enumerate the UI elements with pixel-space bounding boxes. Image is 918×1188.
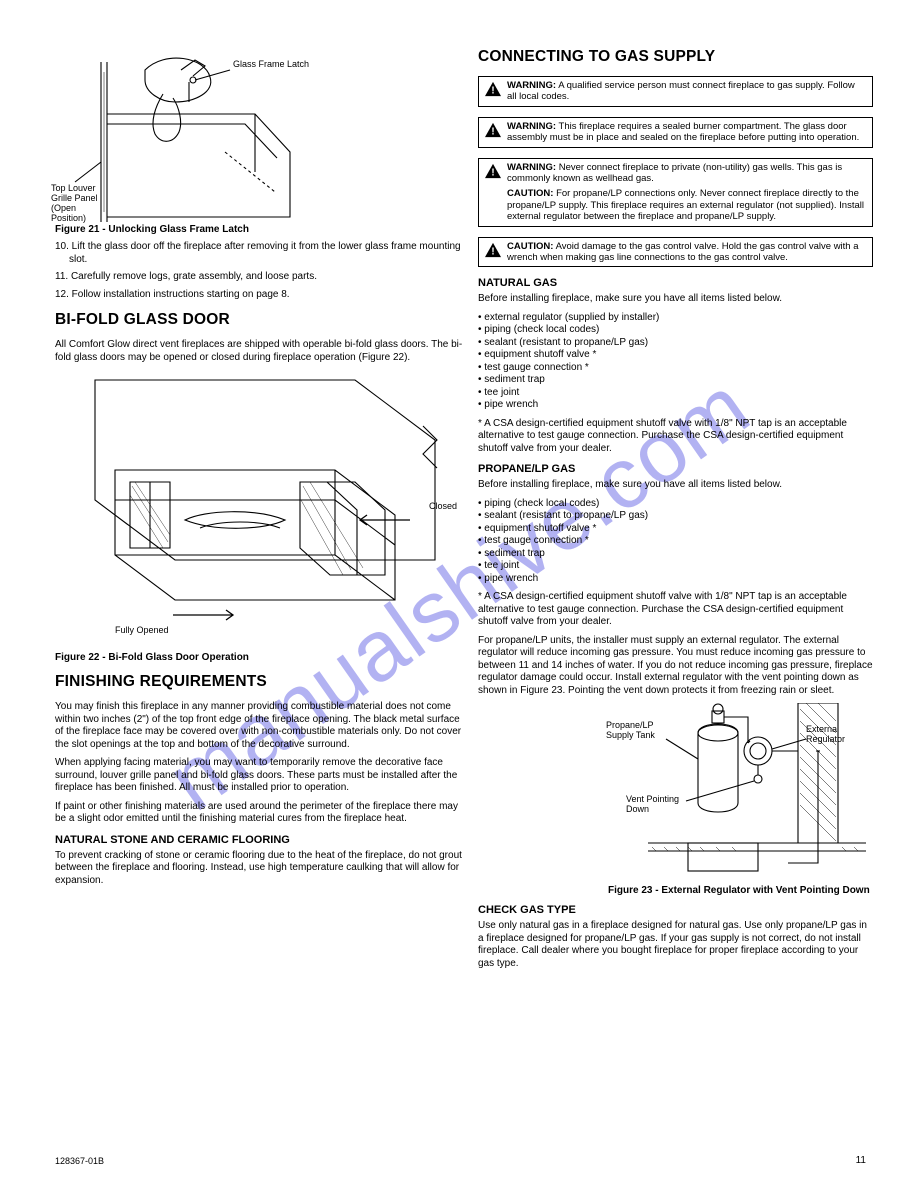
fig23-supply: Propane/LP Supply Tank bbox=[606, 721, 676, 741]
lp-p1: Before installing fireplace, make sure y… bbox=[478, 479, 873, 492]
warn3b-text: For propane/LP connections only. Never c… bbox=[507, 188, 864, 222]
nat-stone-subhead: NATURAL STONE AND CERAMIC FLOORING bbox=[55, 834, 465, 846]
fig22-caption: Figure 22 - Bi-Fold Glass Door Operation bbox=[55, 652, 465, 663]
warning-box-4: ! CAUTION: Avoid damage to the gas contr… bbox=[478, 237, 873, 268]
manual-page: manualshive.com bbox=[0, 0, 918, 1188]
svg-text:!: ! bbox=[491, 246, 494, 257]
fig22-closed: Closed bbox=[429, 502, 457, 512]
right-column: CONNECTING TO GAS SUPPLY ! WARNING: A qu… bbox=[478, 48, 873, 976]
fig21-caption: Figure 21 - Unlocking Glass Frame Latch bbox=[55, 224, 465, 235]
warn4-text: Avoid damage to the gas control valve. H… bbox=[507, 241, 859, 263]
warn3b-lead: CAUTION: bbox=[507, 188, 553, 199]
natgas-p1: Before installing fireplace, make sure y… bbox=[478, 293, 873, 306]
svg-text:!: ! bbox=[491, 167, 494, 178]
figure-21: Glass Frame Latch Top Louver Grille Pane… bbox=[55, 52, 465, 222]
check-gas-subhead: CHECK GAS TYPE bbox=[478, 904, 873, 916]
svg-text:!: ! bbox=[491, 85, 494, 96]
warn2-lead: WARNING: bbox=[507, 121, 556, 132]
warn3-text: Never connect fireplace to private (non-… bbox=[507, 162, 842, 184]
natgas-subhead: NATURAL GAS bbox=[478, 277, 873, 289]
warn4-lead: CAUTION: bbox=[507, 241, 553, 252]
warning-icon: ! bbox=[484, 81, 502, 97]
natgas-note: * A CSA design-certified equipment shuto… bbox=[478, 418, 873, 456]
warning-box-3: ! WARNING: Never connect fireplace to pr… bbox=[478, 158, 873, 227]
fig21-callout-grille: Top Louver Grille Panel (Open Position) bbox=[51, 184, 111, 224]
warning-icon: ! bbox=[484, 242, 502, 258]
svg-text:!: ! bbox=[491, 126, 494, 137]
bifold-p1: All Comfort Glow direct vent fireplaces … bbox=[55, 339, 465, 364]
step-10: 10. Lift the glass door off the fireplac… bbox=[55, 241, 465, 266]
warning-box-2: ! WARNING: This fireplace requires a sea… bbox=[478, 117, 873, 148]
lp-note: * A CSA design-certified equipment shuto… bbox=[478, 591, 873, 629]
warning-icon: ! bbox=[484, 163, 502, 179]
fig23-caption: Figure 23 - External Regulator with Vent… bbox=[608, 885, 873, 896]
warn1-text: A qualified service person must connect … bbox=[507, 80, 855, 102]
finishing-heading: FINISHING REQUIREMENTS bbox=[55, 673, 465, 691]
ext-reg-p1: For propane/LP units, the installer must… bbox=[478, 635, 873, 698]
bifold-heading: BI-FOLD GLASS DOOR bbox=[55, 311, 465, 329]
figure-23: Propane/LP Supply Tank External Regulato… bbox=[608, 703, 868, 883]
fig21-callout-latch: Glass Frame Latch bbox=[233, 60, 323, 70]
lp-subhead: PROPANE/LP GAS bbox=[478, 463, 873, 475]
lp-items: • piping (check local codes) • sealant (… bbox=[478, 498, 873, 586]
check-gas-p1: Use only natural gas in a fireplace desi… bbox=[478, 920, 873, 970]
warning-box-1: ! WARNING: A qualified service person mu… bbox=[478, 76, 873, 107]
warn1-lead: WARNING: bbox=[507, 80, 556, 91]
fig23-reg: External Regulator bbox=[806, 725, 866, 745]
natgas-items: • external regulator (supplied by instal… bbox=[478, 312, 873, 412]
nat-stone-p1: To prevent cracking of stone or ceramic … bbox=[55, 850, 465, 888]
warn2-text: This fireplace requires a sealed burner … bbox=[507, 121, 859, 143]
warning-icon: ! bbox=[484, 122, 502, 138]
footer-code: 128367-01B bbox=[55, 1156, 104, 1166]
left-column: Glass Frame Latch Top Louver Grille Pane… bbox=[55, 48, 465, 893]
fig23-vent: Vent Pointing Down bbox=[626, 795, 696, 815]
finishing-p3: If paint or other finishing materials ar… bbox=[55, 801, 465, 826]
warn3-lead: WARNING: bbox=[507, 162, 556, 173]
fig22-opened: Fully Opened bbox=[115, 626, 169, 636]
finishing-p2: When applying facing material, you may w… bbox=[55, 757, 465, 795]
step-12: 12. Follow installation instructions sta… bbox=[55, 289, 465, 302]
step-11: 11. Carefully remove logs, grate assembl… bbox=[55, 271, 465, 284]
gas-heading: CONNECTING TO GAS SUPPLY bbox=[478, 48, 873, 66]
finishing-p1: You may finish this fireplace in any man… bbox=[55, 701, 465, 751]
figure-22: Closed Fully Opened bbox=[55, 370, 465, 650]
page-number: 11 bbox=[856, 1155, 866, 1166]
